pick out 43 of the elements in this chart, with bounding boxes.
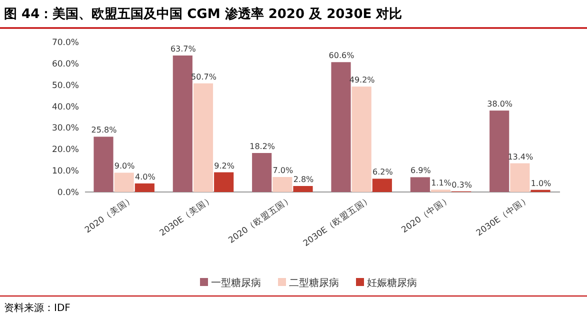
- y-tick-label: 70.0%: [52, 38, 79, 48]
- legend-label: 二型糖尿病: [289, 277, 339, 289]
- bar: [331, 62, 351, 192]
- y-tick-label: 50.0%: [52, 80, 79, 91]
- data-label: 38.0%: [487, 100, 513, 109]
- data-label: 4.0%: [135, 172, 156, 182]
- y-tick-label: 30.0%: [52, 124, 79, 134]
- bar: [293, 186, 313, 192]
- bar: [114, 172, 134, 192]
- y-tick-label: 20.0%: [52, 145, 79, 156]
- data-label: 9.0%: [114, 162, 136, 171]
- y-tick-label: 10.0%: [52, 166, 79, 177]
- y-tick-label: 60.0%: [52, 59, 79, 70]
- bar: [172, 56, 192, 192]
- bar: [94, 136, 114, 192]
- y-tick-label: 40.0%: [52, 102, 79, 112]
- bar: [134, 183, 154, 192]
- bar: [410, 177, 430, 192]
- data-label: 1.1%: [431, 178, 452, 188]
- y-tick-label: 0.0%: [57, 188, 79, 198]
- legend-label: 一型糖尿病: [211, 277, 261, 289]
- data-label: 6.2%: [372, 168, 394, 177]
- data-label: 63.7%: [170, 44, 196, 54]
- data-label: 2.8%: [293, 175, 314, 184]
- bar: [272, 177, 292, 192]
- data-label: 9.2%: [214, 161, 235, 170]
- chart-title: 图 44：美国、欧盟五国及中国 CGM 渗透率 2020 及 2030E 对比: [4, 6, 402, 22]
- data-label: 25.8%: [91, 126, 118, 135]
- data-label: 18.2%: [250, 142, 276, 151]
- bar: [372, 178, 392, 192]
- data-label: 0.3%: [452, 180, 472, 190]
- data-label: 6.9%: [410, 166, 432, 176]
- bar: [352, 86, 372, 192]
- bar: [214, 172, 234, 192]
- text: 资料来源：IDF: [4, 302, 71, 314]
- bar: [510, 163, 530, 192]
- data-label: 1.0%: [530, 178, 552, 188]
- bar: [490, 110, 510, 192]
- bar: [252, 153, 272, 192]
- bar: [193, 83, 214, 192]
- legend-label: 妊娠糖尿病: [367, 277, 417, 289]
- data-label: 7.0%: [272, 166, 294, 175]
- data-label: 60.6%: [328, 51, 355, 60]
